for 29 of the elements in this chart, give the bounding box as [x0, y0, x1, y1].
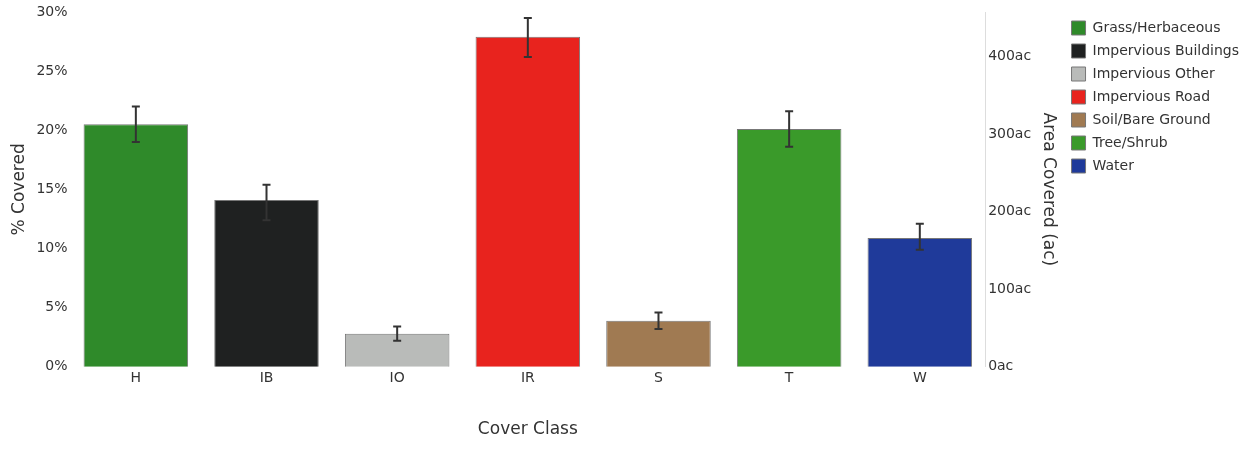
y2-tick-label: 400ac [988, 46, 1032, 63]
legend-label: Water [1092, 156, 1135, 173]
legend-label: Tree/Shrub [1091, 133, 1168, 150]
legend-label: Grass/Herbaceous [1092, 18, 1221, 35]
x-tick-label: T [783, 368, 794, 385]
x-tick-label: H [130, 368, 142, 385]
y-tick-label: 30% [36, 2, 68, 19]
legend-label: Impervious Road [1092, 87, 1211, 104]
legend-label: Impervious Other [1092, 64, 1215, 81]
x-tick-label: IO [389, 368, 405, 385]
x-tick-label: S [654, 368, 664, 385]
y-axis-title: % Covered [7, 143, 28, 236]
y-tick-label: 20% [36, 120, 68, 137]
x-tick-label: IB [259, 368, 274, 385]
y-tick-label: 15% [36, 180, 68, 197]
y2-tick-label: 200ac [988, 202, 1032, 219]
legend-label: Soil/Bare Ground [1092, 110, 1211, 127]
x-axis-title: Cover Class [477, 418, 578, 439]
y-tick-label: 10% [36, 239, 68, 256]
y2-tick-label: 300ac [988, 124, 1032, 141]
y2-axis-title: Area Covered (ac) [1039, 112, 1060, 267]
y-tick-label: 25% [36, 61, 68, 78]
y-tick-label: 0% [45, 357, 68, 374]
y2-tick-label: 0ac [988, 357, 1014, 374]
y2-tick-label: 100ac [988, 279, 1032, 296]
y-tick-label: 5% [45, 298, 68, 315]
legend-label: Impervious Buildings [1092, 41, 1239, 58]
x-tick-label: W [912, 368, 927, 385]
x-tick-label: IR [520, 368, 536, 385]
